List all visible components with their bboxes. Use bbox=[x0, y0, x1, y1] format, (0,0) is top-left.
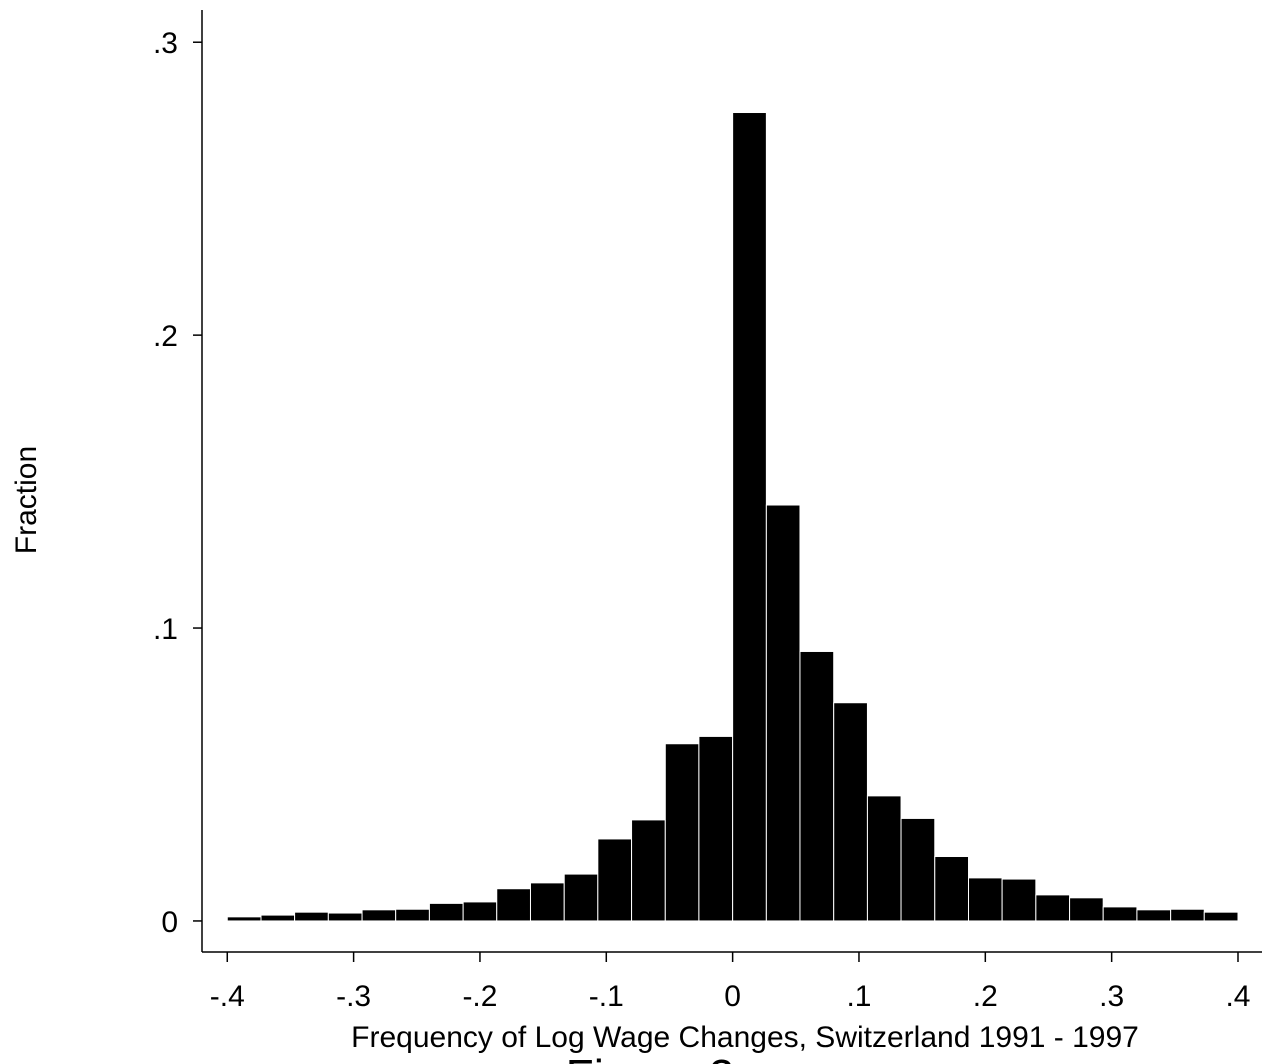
bar bbox=[732, 112, 767, 922]
x-tick-label: .1 bbox=[846, 980, 871, 1013]
x-tick-label: .2 bbox=[973, 980, 998, 1013]
x-tick-label: -.1 bbox=[589, 980, 624, 1013]
bar bbox=[1203, 911, 1239, 922]
bar bbox=[1035, 894, 1071, 922]
x-tick-label: -.3 bbox=[336, 980, 371, 1013]
chart-title: Frequency of Log Wage Changes, Switzerla… bbox=[351, 1021, 1139, 1054]
bar bbox=[361, 909, 397, 922]
y-axis-label: Fraction bbox=[10, 446, 43, 554]
x-tick-label: 0 bbox=[724, 980, 741, 1013]
x-tick-label: .3 bbox=[1099, 980, 1124, 1013]
bar bbox=[395, 908, 430, 922]
bar bbox=[327, 912, 363, 922]
bar bbox=[1069, 897, 1104, 922]
bar bbox=[1136, 909, 1172, 922]
caption: Figure 2 bbox=[566, 1050, 735, 1064]
bar bbox=[597, 838, 633, 922]
bar bbox=[799, 650, 835, 922]
y-tick-label: 0 bbox=[161, 906, 178, 939]
bar bbox=[294, 911, 329, 922]
bar bbox=[698, 735, 734, 922]
y-tick-label: .1 bbox=[153, 613, 178, 646]
bar bbox=[428, 902, 464, 922]
y-tick-label: .3 bbox=[153, 27, 178, 60]
bar bbox=[1001, 878, 1037, 922]
x-tick-label: .4 bbox=[1225, 980, 1250, 1013]
bar bbox=[968, 877, 1003, 922]
y-tick-label: .2 bbox=[153, 320, 178, 353]
bar bbox=[664, 743, 700, 922]
bar bbox=[563, 873, 599, 922]
x-tick-label: -.4 bbox=[210, 980, 245, 1013]
bar bbox=[462, 901, 498, 922]
bar bbox=[226, 916, 262, 922]
x-tick-label: -.2 bbox=[462, 980, 497, 1013]
bar bbox=[833, 702, 868, 922]
bar bbox=[934, 856, 970, 922]
bar bbox=[900, 817, 936, 922]
bar bbox=[529, 882, 565, 922]
bar bbox=[260, 914, 296, 922]
bar bbox=[631, 819, 666, 922]
bar bbox=[496, 888, 531, 922]
bar bbox=[866, 795, 902, 922]
bar bbox=[1102, 906, 1138, 922]
bar bbox=[1170, 908, 1205, 922]
bar bbox=[765, 504, 801, 922]
